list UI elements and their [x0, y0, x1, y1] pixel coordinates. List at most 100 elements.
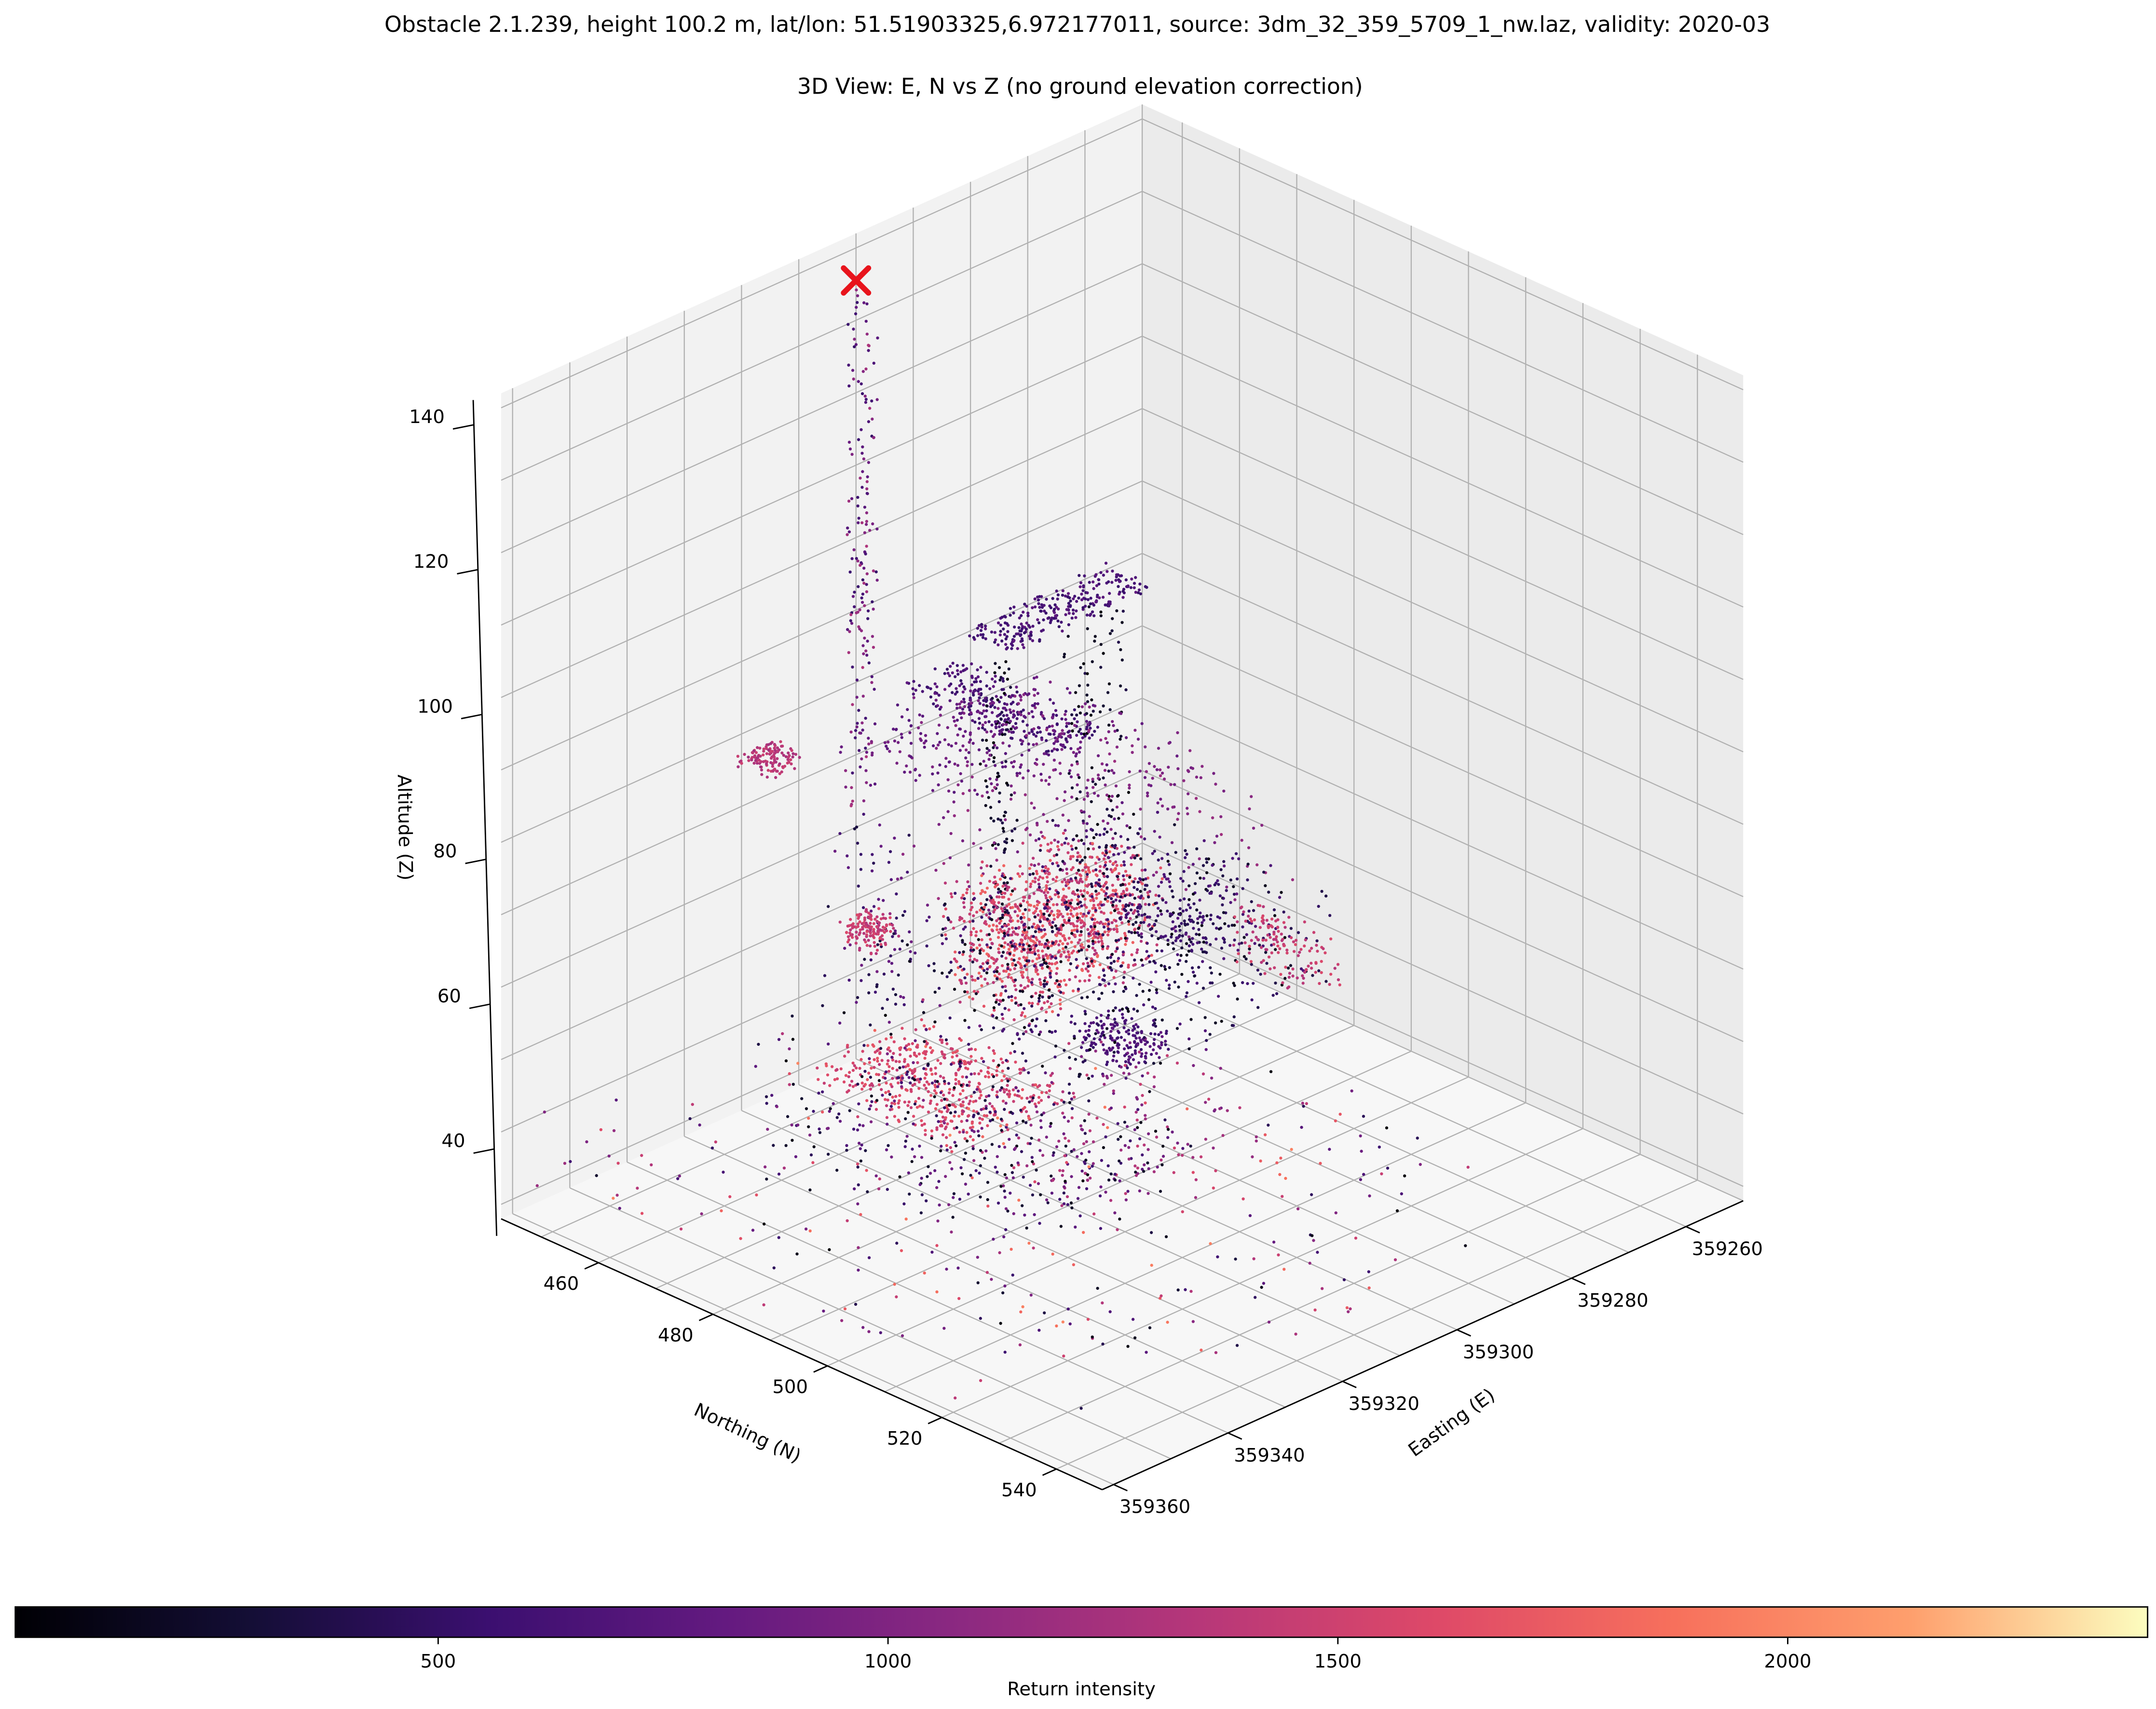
data-point [835, 1068, 839, 1071]
data-point [1108, 708, 1112, 711]
data-point [1166, 1125, 1169, 1129]
data-point [1038, 595, 1041, 598]
data-point [1164, 901, 1168, 904]
data-point [1015, 772, 1019, 775]
data-point [1017, 626, 1021, 629]
data-point [1070, 1107, 1074, 1110]
data-point [1304, 938, 1307, 942]
data-point [877, 1079, 881, 1082]
data-point [1004, 970, 1008, 973]
data-point [1114, 939, 1118, 943]
data-point [1003, 1173, 1007, 1176]
data-point [1110, 897, 1113, 901]
data-point [970, 662, 973, 666]
data-point [899, 995, 902, 998]
data-point [1124, 916, 1128, 919]
data-point [1141, 897, 1145, 900]
data-point [1285, 951, 1289, 955]
data-point [992, 756, 996, 759]
data-point [1064, 905, 1068, 909]
data-point [973, 720, 977, 724]
data-point [1063, 790, 1067, 793]
data-point [1234, 852, 1238, 855]
data-point [1108, 592, 1111, 595]
data-point [1048, 887, 1051, 890]
data-point [847, 384, 851, 388]
cluster-east-structures [1041, 801, 1261, 984]
data-point [1262, 959, 1265, 962]
data-point [943, 688, 947, 691]
data-point [1161, 1145, 1165, 1148]
data-point [1273, 966, 1276, 970]
data-point [961, 953, 965, 956]
data-point [1289, 964, 1293, 967]
data-point [1038, 605, 1041, 609]
data-point [1167, 766, 1170, 769]
data-point [1110, 581, 1114, 584]
data-point [1187, 980, 1190, 984]
data-point [860, 392, 864, 396]
data-point [977, 938, 980, 942]
data-point [1157, 747, 1160, 750]
data-point [929, 1099, 933, 1103]
data-point [859, 765, 862, 769]
data-point [983, 1075, 987, 1079]
grid-line [1142, 929, 1744, 1202]
data-point [1037, 886, 1041, 889]
data-point [862, 457, 866, 461]
data-point [1026, 614, 1030, 617]
data-point [1092, 836, 1096, 839]
data-point [1066, 1203, 1069, 1206]
data-point [936, 771, 940, 775]
data-point [1242, 910, 1245, 914]
data-point [944, 933, 947, 937]
data-point [1063, 950, 1066, 954]
data-point [969, 738, 972, 742]
data-point [1211, 816, 1214, 820]
data-point [1015, 1121, 1019, 1125]
data-point [1212, 772, 1215, 775]
data-point [1090, 959, 1093, 963]
data-point [935, 1103, 939, 1106]
data-point [1091, 842, 1094, 845]
data-point [994, 1165, 997, 1169]
data-point [1057, 848, 1061, 851]
data-point [740, 762, 743, 765]
data-point [826, 1073, 830, 1077]
data-point [1269, 967, 1272, 971]
data-point [1259, 946, 1263, 949]
data-point [865, 781, 868, 784]
data-point [1298, 951, 1301, 954]
data-point [933, 990, 937, 994]
data-point [1024, 1030, 1028, 1033]
data-point [1143, 1143, 1146, 1147]
data-point [767, 748, 770, 752]
data-point [1078, 776, 1081, 779]
data-point [772, 753, 776, 757]
data-point [974, 934, 978, 937]
data-point [1267, 955, 1271, 959]
data-point [838, 920, 842, 924]
data-point [1240, 905, 1243, 909]
data-point [908, 770, 912, 774]
data-point [1114, 982, 1117, 985]
data-point [996, 698, 999, 702]
data-point [1104, 737, 1107, 740]
data-point [925, 944, 928, 948]
data-point [778, 762, 781, 766]
data-point [990, 711, 994, 714]
data-point [1262, 921, 1265, 925]
data-point [825, 1064, 828, 1067]
data-point [992, 981, 995, 984]
data-point [1135, 888, 1139, 891]
data-point [743, 752, 746, 756]
data-point [1079, 901, 1082, 904]
pane-back-left [1142, 104, 1744, 1201]
data-point [1233, 898, 1237, 902]
data-point [1137, 588, 1141, 592]
data-point [947, 1082, 951, 1085]
data-point [1070, 848, 1074, 851]
data-point [1043, 836, 1046, 840]
data-point [1101, 596, 1105, 599]
data-point [991, 789, 995, 793]
